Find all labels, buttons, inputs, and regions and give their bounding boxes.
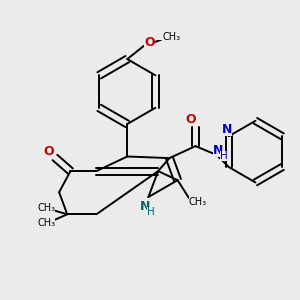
Text: CH₃: CH₃ bbox=[37, 218, 55, 228]
Text: CH₃: CH₃ bbox=[37, 203, 55, 213]
Text: N: N bbox=[140, 200, 150, 213]
Text: O: O bbox=[144, 36, 155, 49]
Text: H: H bbox=[220, 152, 228, 161]
Text: CH₃: CH₃ bbox=[163, 32, 181, 42]
Text: CH₃: CH₃ bbox=[189, 197, 207, 207]
Text: H: H bbox=[147, 207, 155, 217]
Text: N: N bbox=[222, 123, 232, 136]
Text: N: N bbox=[213, 145, 223, 158]
Text: O: O bbox=[185, 113, 196, 126]
Text: O: O bbox=[44, 145, 54, 158]
